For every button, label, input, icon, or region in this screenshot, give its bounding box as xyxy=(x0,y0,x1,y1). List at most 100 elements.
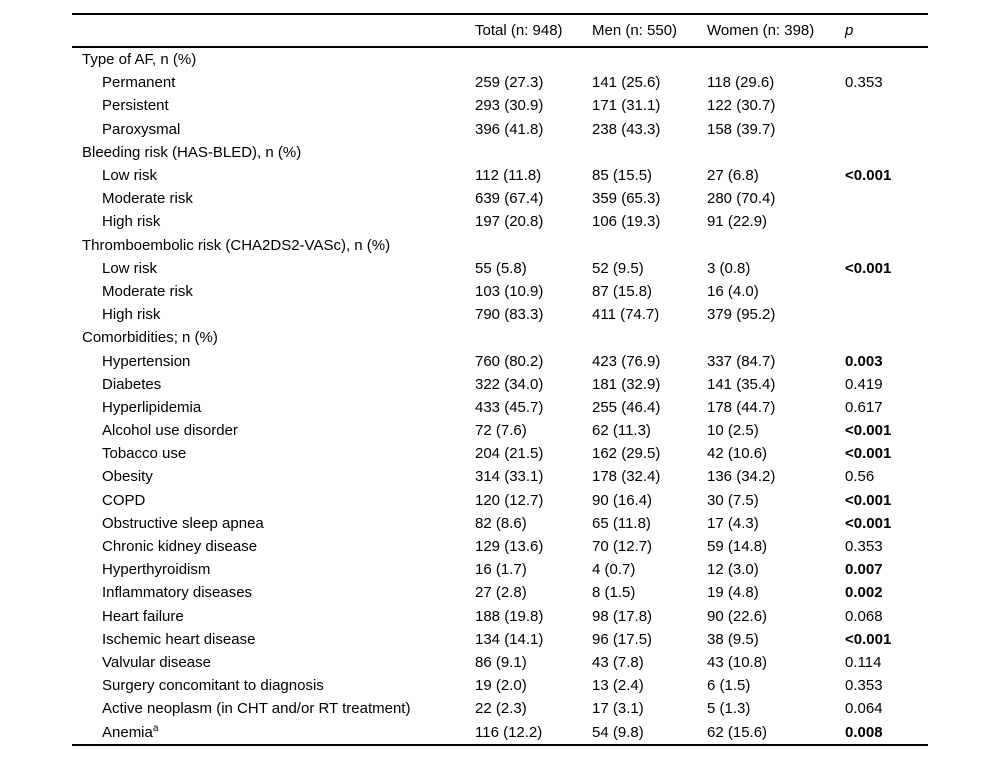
cell-total: 188 (19.8) xyxy=(475,607,544,625)
cell-women: 90 (22.6) xyxy=(707,607,768,625)
table-row: Ischemic heart disease 134 (14.1) 96 (17.5… xyxy=(72,628,928,651)
row-label: Obesity xyxy=(102,468,153,486)
row-label: Alcohol use disorder xyxy=(102,422,238,440)
table-row: Active neoplasm (in CHT and/or RT treatm… xyxy=(72,697,928,720)
cell-p-value: <0.001 xyxy=(845,167,892,185)
cell-men: 96 (17.5) xyxy=(592,630,653,648)
footnote-marker: a xyxy=(152,722,159,734)
row-label: Obstructive sleep apnea xyxy=(102,514,264,532)
cell-p-value: <0.001 xyxy=(845,514,892,532)
cell-women: 91 (22.9) xyxy=(707,213,768,231)
cell-women: 12 (3.0) xyxy=(707,561,759,579)
cell-men: 98 (17.8) xyxy=(592,607,653,625)
cell-women: 3 (0.8) xyxy=(707,259,751,277)
row-label: Hypertension xyxy=(102,352,191,370)
table-row: Moderate risk 639 (67.4) 359 (65.3) 280 (70… xyxy=(72,187,928,210)
cell-men: 4 (0.7) xyxy=(592,561,636,579)
cell-total: 197 (20.8) xyxy=(475,213,544,231)
table-top-rule xyxy=(72,13,928,15)
cell-men: 85 (15.5) xyxy=(592,167,653,185)
table-row: Low risk 55 (5.8) 52 (9.5) 3 (0.8) <0.001 xyxy=(72,257,928,280)
cell-men: 87 (15.8) xyxy=(592,282,653,300)
cell-women: 17 (4.3) xyxy=(707,514,759,532)
table-bottom-rule xyxy=(72,743,928,746)
cell-men: 90 (16.4) xyxy=(592,491,653,509)
cell-women: 38 (9.5) xyxy=(707,630,759,648)
cell-men: 423 (76.9) xyxy=(592,352,661,370)
cell-women: 141 (35.4) xyxy=(707,375,776,393)
row-label: Ischemic heart disease xyxy=(102,630,256,648)
row-label: Chronic kidney disease xyxy=(102,538,258,556)
cell-men: 70 (12.7) xyxy=(592,538,653,556)
cell-men: 181 (32.9) xyxy=(592,375,661,393)
cell-women: 122 (30.7) xyxy=(707,97,776,115)
cell-total: 134 (14.1) xyxy=(475,630,544,648)
table-body: Type of AF, n (%) Permanent 259 (27.3) 141 … xyxy=(72,48,928,744)
cell-p-value: <0.001 xyxy=(845,491,892,509)
row-label: Surgery concomitant to diagnosis xyxy=(102,677,324,695)
cell-total: 72 (7.6) xyxy=(475,422,527,440)
cell-men: 106 (19.3) xyxy=(592,213,661,231)
table-row: Obesity 314 (33.1) 178 (32.4) 136 (34.2) 0.5… xyxy=(72,465,928,488)
row-label: Persistent xyxy=(102,97,169,115)
cell-women: 59 (14.8) xyxy=(707,538,768,556)
cell-p-value: 0.002 xyxy=(845,584,883,602)
cell-men: 65 (11.8) xyxy=(592,514,651,532)
row-label: High risk xyxy=(102,213,161,231)
cell-p-value: 0.617 xyxy=(845,398,883,416)
cell-women: 5 (1.3) xyxy=(707,700,751,718)
section-header-row: Bleeding risk (HAS-BLED), n (%) xyxy=(72,141,928,164)
cell-total: 293 (30.9) xyxy=(475,97,544,115)
cell-women: 337 (84.7) xyxy=(707,352,776,370)
cell-p-value: 0.353 xyxy=(845,677,883,695)
row-label: Low risk xyxy=(102,259,158,277)
cell-p-value: 0.064 xyxy=(845,700,883,718)
row-label: Thromboembolic risk (CHA2DS2-VASc), n (%… xyxy=(82,236,391,254)
row-label: Low risk xyxy=(102,167,158,185)
cell-p-value: 0.353 xyxy=(845,538,883,556)
cell-total: 55 (5.8) xyxy=(475,259,527,277)
row-label: Inflammatory diseases xyxy=(102,584,253,602)
cell-total: 790 (83.3) xyxy=(475,306,544,324)
col-header-total: Total (n: 948) xyxy=(475,21,563,39)
cell-total: 82 (8.6) xyxy=(475,514,527,532)
cell-men: 141 (25.6) xyxy=(592,74,661,92)
row-label: Active neoplasm (in CHT and/or RT treatm… xyxy=(102,700,411,718)
cell-women: 10 (2.5) xyxy=(707,422,759,440)
cell-men: 13 (2.4) xyxy=(592,677,644,695)
cell-total: 16 (1.7) xyxy=(475,561,527,579)
table-row: Diabetes 322 (34.0) 181 (32.9) 141 (35.4) 0.… xyxy=(72,373,928,396)
col-header-women: Women (n: 398) xyxy=(707,21,815,39)
cell-p-value: <0.001 xyxy=(845,422,892,440)
cell-p-value: 0.56 xyxy=(845,468,875,486)
table-row: Heart failure 188 (19.8) 98 (17.8) 90 (22.6… xyxy=(72,605,928,628)
cell-total: 27 (2.8) xyxy=(475,584,527,602)
row-label: Type of AF, n (%) xyxy=(82,51,197,69)
cell-total: 204 (21.5) xyxy=(475,445,544,463)
cell-total: 433 (45.7) xyxy=(475,398,544,416)
cell-men: 178 (32.4) xyxy=(592,468,661,486)
cell-women: 379 (95.2) xyxy=(707,306,776,324)
cell-women: 19 (4.8) xyxy=(707,584,759,602)
cell-total: 129 (13.6) xyxy=(475,538,544,556)
cell-total: 19 (2.0) xyxy=(475,677,527,695)
cell-women: 158 (39.7) xyxy=(707,120,776,138)
table-row: Tobacco use 204 (21.5) 162 (29.5) 42 (10.6)… xyxy=(72,442,928,465)
cell-p-value: 0.419 xyxy=(845,375,883,393)
table-row: Low risk 112 (11.8) 85 (15.5) 27 (6.8) <0.00… xyxy=(72,164,928,187)
col-header-p: p xyxy=(845,21,854,39)
table-row: High risk 197 (20.8) 106 (19.3) 91 (22.9) xyxy=(72,210,928,233)
row-label: Paroxysmal xyxy=(102,120,181,138)
table-header-row: Total (n: 948) Men (n: 550) Women (n: 39… xyxy=(72,15,928,46)
cell-men: 8 (1.5) xyxy=(592,584,636,602)
cell-men: 238 (43.3) xyxy=(592,120,661,138)
cell-men: 52 (9.5) xyxy=(592,259,644,277)
row-label: Anemiaa xyxy=(102,722,159,741)
cell-men: 411 (74.7) xyxy=(592,306,660,324)
cell-p-value: 0.008 xyxy=(845,723,883,741)
cell-total: 639 (67.4) xyxy=(475,190,544,208)
table-row: Permanent 259 (27.3) 141 (25.6) 118 (29.6) 0… xyxy=(72,71,928,94)
cell-p-value: 0.007 xyxy=(845,561,883,579)
cell-women: 62 (15.6) xyxy=(707,723,768,741)
